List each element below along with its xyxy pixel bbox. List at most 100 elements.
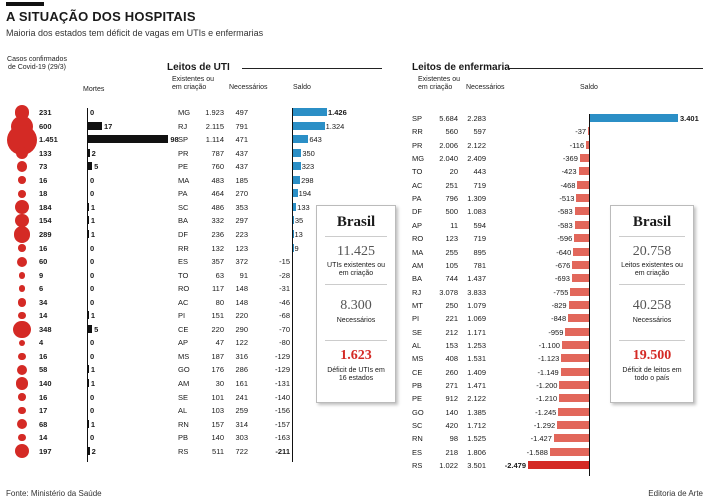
uti-saldo-label: -211 bbox=[275, 446, 290, 456]
enf-saldo-bar bbox=[559, 394, 589, 403]
enf-existentes-value: 796 bbox=[445, 194, 458, 204]
enf-state-label: TO bbox=[412, 167, 423, 177]
enf-saldo-label: -583 bbox=[557, 207, 573, 217]
uti-saldo-bar bbox=[293, 162, 301, 171]
uti-existentes-value: 483 bbox=[211, 175, 224, 185]
uti-saldo-label: -157 bbox=[274, 419, 290, 429]
enf-box-value-3: 19.500 bbox=[632, 348, 672, 363]
casos-label: 4 bbox=[39, 338, 44, 348]
enf-existentes-value: 212 bbox=[445, 327, 458, 337]
enf-saldo-label: -596 bbox=[557, 234, 573, 244]
enf-state-label: DF bbox=[412, 207, 422, 217]
mortes-bar bbox=[88, 311, 89, 320]
casos-dot bbox=[18, 406, 26, 415]
enf-saldo-bar bbox=[570, 287, 589, 296]
casos-dot bbox=[17, 364, 27, 375]
uti-necessarios-value: 259 bbox=[235, 406, 248, 416]
uti-state-label: AC bbox=[178, 297, 189, 307]
mortes-bar bbox=[88, 379, 89, 387]
uti-saldo-axis bbox=[292, 108, 293, 463]
casos-label: 14 bbox=[39, 433, 48, 443]
uti-necessarios-header: Necessários bbox=[229, 84, 268, 91]
enf-box-divider bbox=[619, 340, 685, 341]
enf-necessarios-value: 1.409 bbox=[467, 367, 486, 377]
enf-saldo-bar bbox=[565, 327, 589, 336]
mortes-label: 0 bbox=[90, 108, 95, 117]
enf-saldo-bar bbox=[586, 140, 589, 149]
enf-saldo-bar bbox=[560, 367, 589, 376]
casos-label: 600 bbox=[39, 121, 52, 131]
enf-state-label: AL bbox=[412, 340, 422, 350]
uti-existentes-value: 332 bbox=[211, 216, 224, 226]
casos-dot bbox=[18, 271, 26, 279]
uti-saldo-bar bbox=[293, 121, 325, 130]
mortes-label: 5 bbox=[94, 162, 99, 172]
enf-state-label: SP bbox=[412, 114, 423, 123]
enf-state-label: MT bbox=[412, 300, 423, 310]
enf-saldo-label: -1.292 bbox=[533, 421, 556, 431]
casos-label: 16 bbox=[39, 243, 48, 253]
enf-box-label-1: Leitos existentes ou em criação bbox=[621, 262, 683, 277]
mortes-bar bbox=[88, 365, 89, 374]
enf-existentes-value: 20 bbox=[449, 167, 458, 177]
uti-existentes-value: 760 bbox=[211, 162, 224, 172]
enf-existentes-value: 11 bbox=[450, 220, 458, 230]
uti-existentes-value: 787 bbox=[211, 148, 224, 158]
mortes-label: 2 bbox=[91, 446, 96, 456]
enf-box-label-2: Necessários bbox=[632, 317, 672, 324]
mortes-label: 2 bbox=[91, 148, 96, 158]
uti-saldo-bar bbox=[293, 148, 302, 157]
enf-saldo-label: -676 bbox=[555, 260, 571, 270]
uti-saldo-bar bbox=[293, 229, 294, 238]
casos-dot bbox=[15, 200, 29, 215]
uti-existentes-value: 236 bbox=[211, 229, 224, 239]
enf-saldo-label: -959 bbox=[548, 327, 564, 337]
enf-necessarios-value: 1.309 bbox=[467, 194, 486, 204]
uti-saldo-bar bbox=[293, 243, 294, 252]
mortes-axis bbox=[87, 108, 88, 463]
enf-saldo-label: -1.588 bbox=[526, 447, 548, 457]
enf-state-label: PR bbox=[412, 140, 423, 150]
enf-existentes-value: 2.006 bbox=[439, 140, 458, 150]
uti-existentes-value: 357 bbox=[211, 257, 224, 267]
uti-state-label: PI bbox=[178, 311, 186, 321]
enf-existentes-value: 140 bbox=[445, 407, 458, 417]
uti-existentes-value: 80 bbox=[215, 297, 224, 307]
enf-state-label: BA bbox=[412, 274, 423, 284]
title-accent-bar bbox=[6, 2, 44, 6]
uti-existentes-value: 63 bbox=[215, 270, 224, 280]
uti-state-label: AL bbox=[178, 406, 188, 416]
casos-label: 289 bbox=[39, 229, 52, 239]
uti-saldo-label: -129 bbox=[274, 351, 290, 361]
uti-state-label: CE bbox=[178, 324, 189, 334]
casos-dot bbox=[16, 418, 28, 430]
enf-saldo-bar bbox=[561, 340, 589, 349]
uti-section-title: Leitos de UTI bbox=[167, 62, 230, 73]
enf-saldo-label: -1.245 bbox=[535, 407, 557, 417]
mortes-label: 0 bbox=[90, 257, 95, 267]
uti-saldo-bar bbox=[293, 135, 309, 144]
mortes-label: 0 bbox=[90, 297, 95, 307]
casos-label: 60 bbox=[39, 257, 48, 267]
uti-existentes-value: 1.114 bbox=[205, 135, 224, 145]
uti-existentes-value: 117 bbox=[212, 284, 224, 294]
casos-dot bbox=[18, 189, 26, 198]
enf-saldo-label: -848 bbox=[551, 314, 567, 324]
enf-saldo-bar bbox=[558, 407, 589, 416]
credit-note: Editoria de Arte bbox=[648, 489, 703, 498]
uti-saldo-bar bbox=[293, 202, 297, 211]
uti-existentes-value: 1.923 bbox=[205, 108, 224, 117]
enf-saldo-bar bbox=[568, 300, 589, 309]
casos-dot bbox=[17, 297, 27, 307]
enf-state-label: RR bbox=[412, 127, 423, 137]
enf-necessarios-value: 1.083 bbox=[467, 207, 486, 217]
enf-necessarios-value: 594 bbox=[473, 220, 486, 230]
enf-saldo-label: -369 bbox=[562, 154, 578, 164]
casos-label: 140 bbox=[39, 379, 52, 388]
uti-saldo-label: -46 bbox=[279, 297, 290, 307]
enf-saldo-label: -1.123 bbox=[538, 354, 560, 364]
enf-box-value-1: 20.758 bbox=[632, 244, 672, 259]
mortes-label: 0 bbox=[90, 284, 95, 294]
enf-saldo-label: -513 bbox=[559, 194, 575, 204]
uti-existentes-value: 486 bbox=[211, 202, 224, 212]
